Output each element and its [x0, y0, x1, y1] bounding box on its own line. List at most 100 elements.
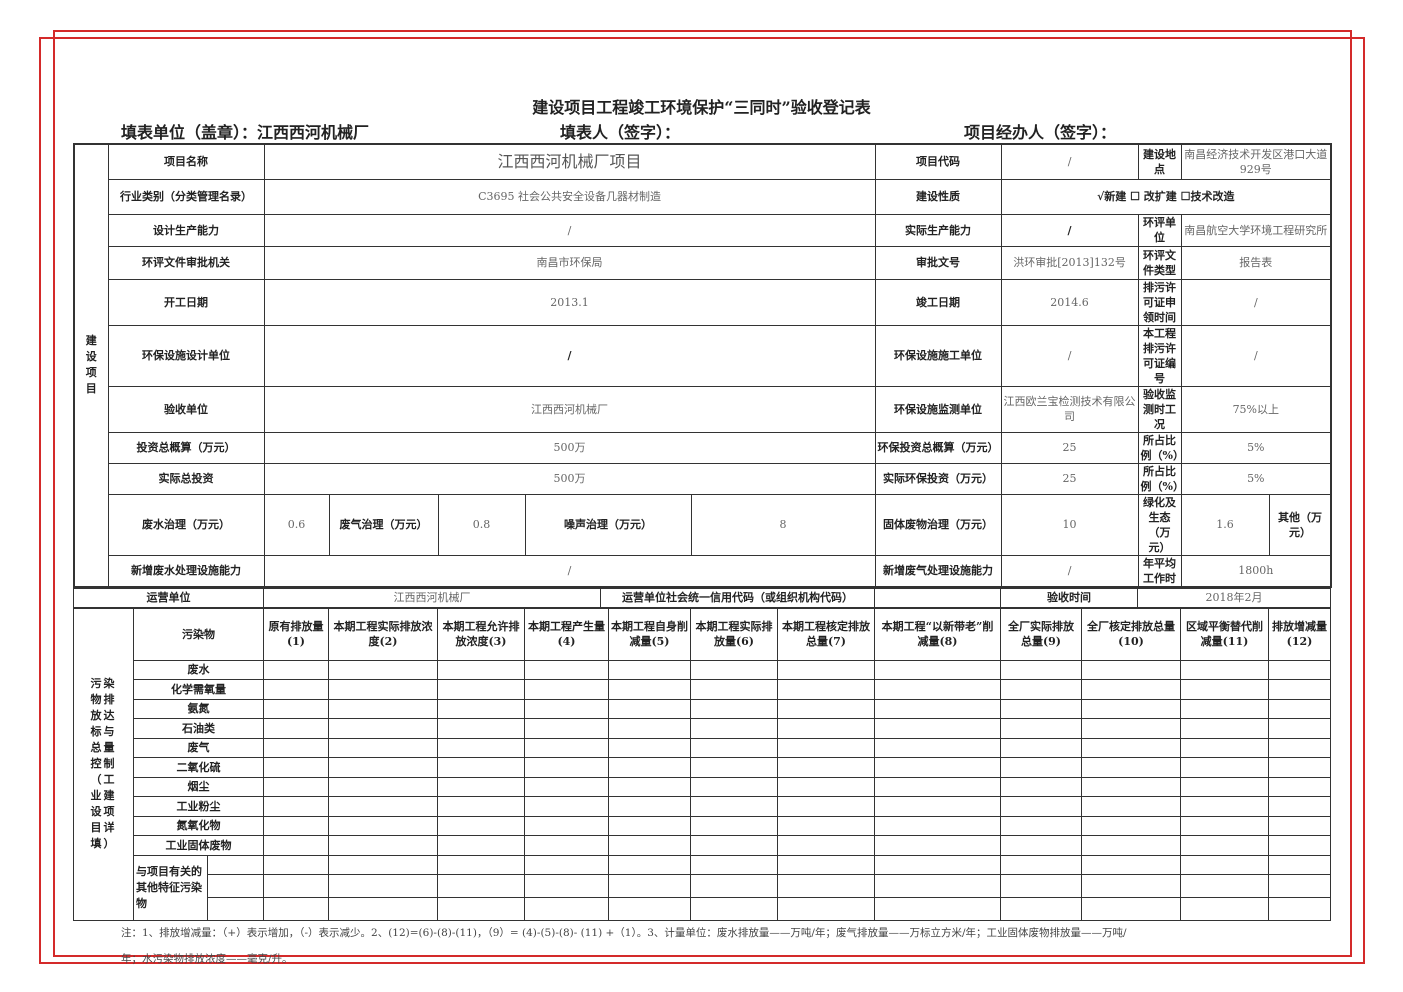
pollutant-name: 化学需氧量	[133, 679, 264, 700]
data-cell	[608, 757, 691, 778]
value: 1800h	[1180, 554, 1332, 587]
label: 所占比例（%）	[1137, 431, 1182, 464]
pollutant-name: 氮氧化物	[133, 815, 264, 836]
data-cell	[777, 698, 875, 719]
data-cell	[1081, 776, 1181, 797]
table-row: 工业固体废物	[74, 835, 1331, 856]
data-cell	[1180, 757, 1269, 778]
data-cell	[690, 679, 778, 700]
data-cell	[1000, 698, 1082, 719]
label: 环评文件类型	[1137, 245, 1182, 280]
data-cell	[328, 776, 438, 797]
data-cell	[328, 737, 438, 758]
filler-signature: 填表人（签字）：	[560, 123, 681, 142]
data-cell	[328, 815, 438, 836]
data-cell	[1268, 835, 1331, 856]
table-row	[74, 896, 1331, 921]
value: 5%	[1180, 462, 1332, 495]
data-cell	[1000, 815, 1082, 836]
data-cell	[328, 873, 438, 898]
data-cell	[1268, 737, 1331, 758]
value: 8	[690, 493, 876, 556]
project-info-table: 建设项目 项目名称 江西西河机械厂项目 项目代码 / 建设地点 南昌经济技术开发…	[73, 143, 1333, 588]
operator-table: 运营单位 江西西河机械厂 运营单位社会统一信用代码（或组织机构代码） 验收时间 …	[73, 587, 1331, 608]
data-cell	[777, 737, 875, 758]
label: 环保投资总概算（万元）	[874, 431, 1002, 464]
data-cell	[608, 854, 691, 875]
label: 竣工日期	[874, 278, 1002, 326]
label: 建设地点	[1137, 143, 1182, 180]
data-cell	[608, 815, 691, 836]
value: 2014.6	[1000, 278, 1139, 326]
data-cell	[1180, 815, 1269, 836]
label: 废水治理（万元）	[107, 493, 265, 556]
data-cell	[690, 854, 778, 875]
data-cell	[437, 659, 525, 680]
column-header: 本期工程“以新带老”削减量(8)	[874, 607, 1001, 661]
table-row: 氮氧化物	[74, 815, 1331, 836]
pollutant-name: 石油类	[133, 718, 264, 739]
label: 噪声治理（万元）	[524, 493, 692, 556]
data-cell	[1081, 718, 1181, 739]
data-cell	[690, 776, 778, 797]
value: 2018年2月	[1137, 587, 1331, 608]
data-cell	[608, 835, 691, 856]
label: 排污许可证申领时间	[1137, 278, 1182, 326]
value: 25	[1000, 431, 1139, 464]
data-cell	[524, 737, 609, 758]
data-cell	[524, 757, 609, 778]
other-pollutants-label: 与项目有关的其他特征污染物	[133, 854, 208, 921]
data-cell	[328, 896, 438, 921]
pollutant-name: 氨氮	[133, 698, 264, 719]
data-cell	[874, 835, 1001, 856]
location-value: 南昌经济技术开发区港口大道929号	[1180, 143, 1332, 180]
value: /	[263, 324, 876, 387]
table-row: 废气	[74, 737, 1331, 758]
data-cell	[874, 796, 1001, 817]
data-cell	[524, 776, 609, 797]
label: 运营单位	[73, 587, 264, 608]
data-cell	[1000, 873, 1082, 898]
label: 年平均工作时	[1137, 554, 1182, 587]
data-cell	[263, 796, 329, 817]
data-cell	[874, 896, 1001, 921]
label: 建设性质	[874, 178, 1002, 215]
label: 验收单位	[107, 385, 265, 433]
pollutant-name: 工业粉尘	[133, 796, 264, 817]
handler-signature: 项目经办人（签字）：	[964, 123, 1117, 142]
data-cell	[690, 896, 778, 921]
data-cell	[437, 679, 525, 700]
data-cell	[1000, 835, 1082, 856]
data-cell	[1268, 796, 1331, 817]
data-cell	[874, 776, 1001, 797]
pollutant-table: 污染物排放达标与总量控制（工业建设项目详填） 污染物 原有排放量(1) 本期工程实际排…	[73, 607, 1331, 921]
section-label-project: 建设项目	[73, 143, 109, 587]
data-cell	[1000, 757, 1082, 778]
data-cell	[437, 757, 525, 778]
label: 环保设施施工单位	[874, 324, 1002, 387]
other-pollutant-name-cell	[207, 854, 264, 875]
data-cell	[524, 815, 609, 836]
data-cell	[263, 659, 329, 680]
note-line-1: 注：1、排放增减量：（+）表示增加，（-）表示减少。2、(12)=(6)-(8)…	[121, 926, 1127, 939]
data-cell	[1081, 659, 1181, 680]
data-cell	[437, 737, 525, 758]
column-header: 本期工程允许排放浓度(3)	[437, 607, 525, 661]
data-cell	[690, 796, 778, 817]
column-header: 本期工程实际排放量(6)	[690, 607, 778, 661]
data-cell	[437, 815, 525, 836]
data-cell	[690, 835, 778, 856]
data-cell	[608, 718, 691, 739]
data-cell	[328, 757, 438, 778]
data-cell	[777, 776, 875, 797]
value: 5%	[1180, 431, 1332, 464]
data-cell	[608, 873, 691, 898]
data-cell	[437, 776, 525, 797]
red-frame-inner	[53, 30, 1352, 957]
value: 江西欧兰宝检测技术有限公司	[1000, 385, 1139, 433]
data-cell	[1180, 835, 1269, 856]
data-cell	[263, 679, 329, 700]
section-label-pollutants: 污染物排放达标与总量控制（工业建设项目详填）	[73, 607, 134, 921]
data-cell	[608, 796, 691, 817]
construction-nature-checkboxes[interactable]: √新建 ☐ 改扩建 ☐技术改造	[1000, 178, 1332, 215]
